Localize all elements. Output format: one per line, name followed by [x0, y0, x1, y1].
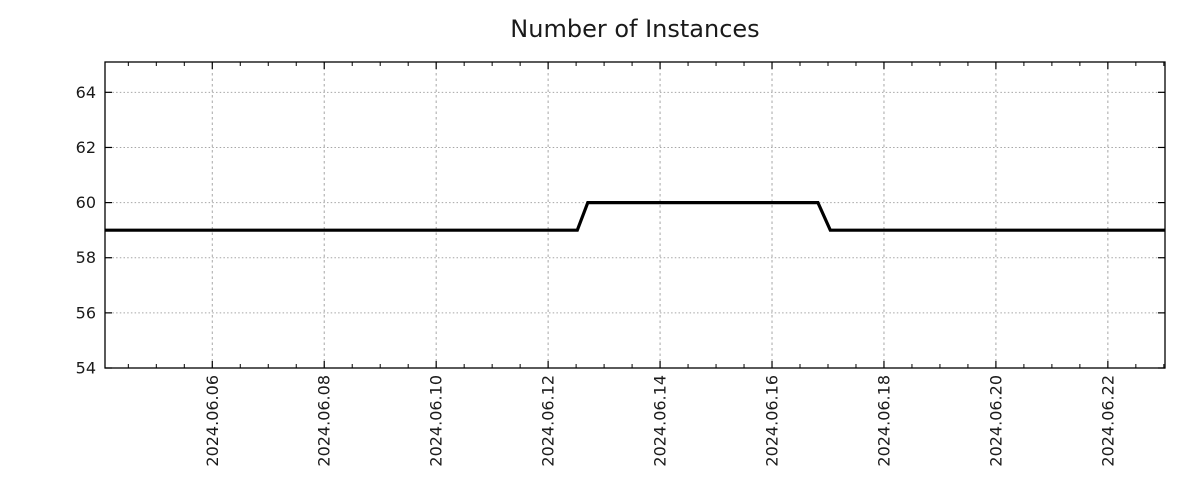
x-tick-label: 2024.06.06	[203, 375, 222, 467]
x-tick-label: 2024.06.20	[986, 375, 1005, 467]
series-line-instances	[105, 201, 1165, 232]
plot-border	[104, 61, 1166, 369]
x-tick-label: 2024.06.18	[874, 375, 893, 467]
y-tick-label: 60	[76, 193, 96, 212]
x-tick-label: 2024.06.12	[539, 375, 558, 467]
y-tick-label: 58	[76, 248, 96, 267]
y-tick-label: 62	[76, 138, 96, 157]
x-tick-label: 2024.06.16	[763, 375, 782, 467]
x-tick-label: 2024.06.14	[651, 375, 670, 467]
x-tick-label: 2024.06.22	[1098, 375, 1117, 467]
chart-title: Number of Instances	[510, 15, 760, 43]
y-tick-label: 64	[76, 83, 96, 102]
y-tick-label: 56	[76, 303, 96, 322]
x-tick-label: 2024.06.10	[427, 375, 446, 467]
y-tick-label: 54	[76, 359, 96, 378]
x-tick-label: 2024.06.08	[315, 375, 334, 467]
